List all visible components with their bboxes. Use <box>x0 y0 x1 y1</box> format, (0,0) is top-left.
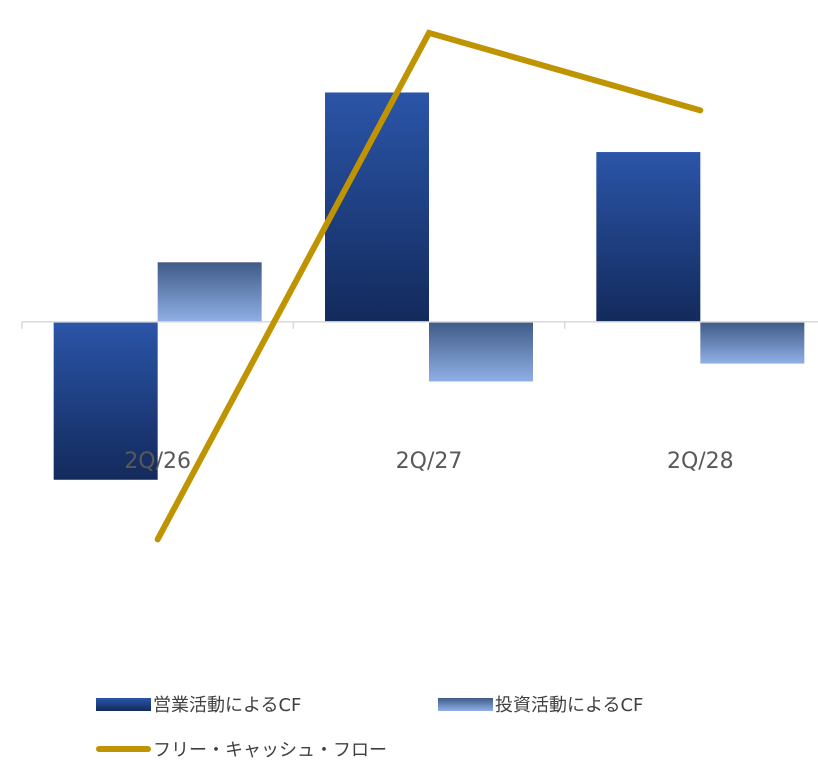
x-tick-label-1: 2Q/26 <box>124 449 191 474</box>
bar-investing-cf-2 <box>429 321 533 382</box>
bar-investing-cf-3 <box>700 321 805 364</box>
category-axis: 2Q/26 2Q/27 2Q/28 <box>21 321 818 474</box>
x-tick-label-3: 2Q/28 <box>667 449 734 474</box>
bar-operating-cf-3 <box>596 152 701 322</box>
x-tick-label-2: 2Q/27 <box>396 449 463 474</box>
line-point-free-cf-2 <box>428 32 430 34</box>
bar-operating-cf-1 <box>53 321 158 480</box>
bars-layer <box>53 92 805 480</box>
bar-investing-cf-1 <box>157 262 262 322</box>
line-point-free-cf-3 <box>699 109 701 111</box>
line-layer <box>154 29 704 543</box>
line-point-free-cf-1 <box>157 538 159 540</box>
